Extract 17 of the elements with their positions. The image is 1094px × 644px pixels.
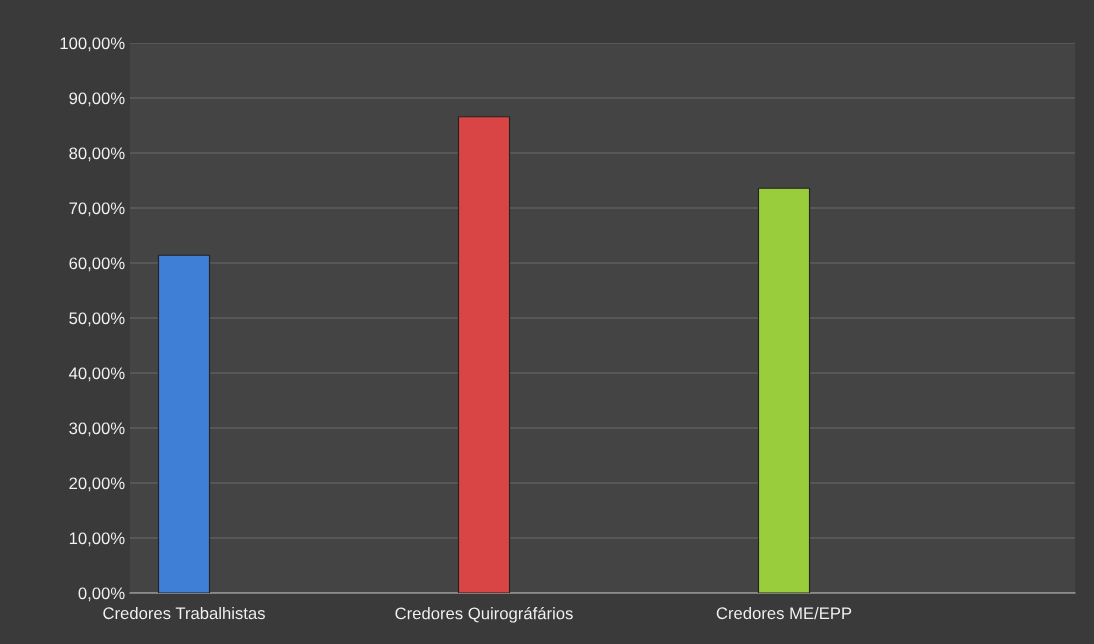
bar [157, 254, 211, 593]
y-tick-label: 80,00% [69, 147, 125, 162]
y-tick-label: 60,00% [69, 257, 125, 272]
y-tick-label: 50,00% [69, 312, 125, 327]
bar [457, 116, 511, 593]
y-tick-label: 30,00% [69, 422, 125, 437]
y-tick-label: 20,00% [69, 477, 125, 492]
y-tick-label: 100,00% [60, 37, 125, 52]
y-tick-label: 90,00% [69, 92, 125, 107]
bar [757, 187, 811, 593]
x-tick-label: Credores Trabalhistas [103, 606, 265, 620]
y-tick-label: 10,00% [69, 532, 125, 547]
y-tick-label: 0,00% [78, 587, 125, 602]
x-tick-label: Credores Quirográfários [395, 606, 573, 623]
y-tick-label: 40,00% [69, 367, 125, 382]
y-tick-label: 70,00% [69, 202, 125, 217]
x-tick-label: Credores ME/EPP [716, 606, 852, 620]
